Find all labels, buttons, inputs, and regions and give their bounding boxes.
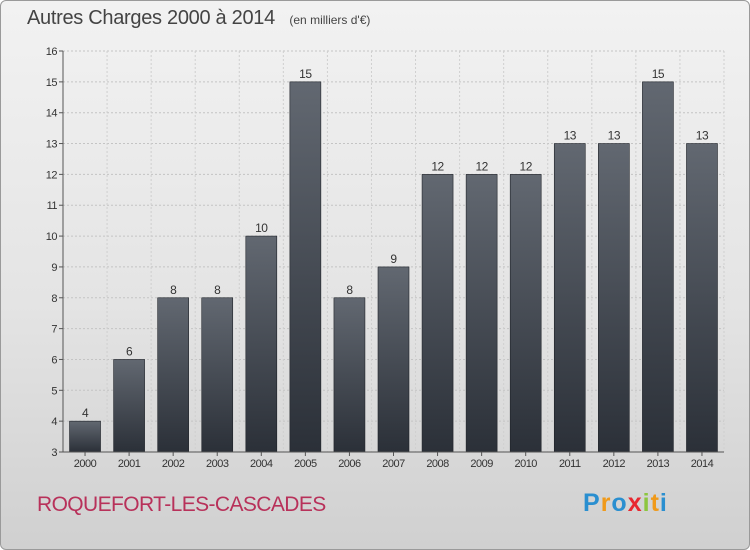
bar-2002 <box>157 297 189 453</box>
x-tick-label-2008: 2008 <box>426 458 449 470</box>
x-tick-label-2013: 2013 <box>647 458 670 470</box>
y-tick-label: 8 <box>51 293 57 305</box>
data-label-2000: 4 <box>82 406 89 420</box>
y-tick-label: 15 <box>46 77 58 89</box>
logo-letter: i <box>659 489 668 517</box>
bar-2013 <box>642 81 674 453</box>
y-tick-label: 3 <box>51 447 57 459</box>
axes: 3 4 5 6 7 8 9 10 11 12 13 14 15 16 2000 2001 2002 2003 200… <box>46 46 724 470</box>
bar-2012 <box>598 143 630 453</box>
x-tick-label-2010: 2010 <box>514 458 537 470</box>
data-label-2004: 10 <box>255 221 268 235</box>
y-tick-label: 6 <box>51 354 57 366</box>
y-tick-label: 11 <box>47 200 58 212</box>
bar-2007 <box>377 266 410 453</box>
bar-2008 <box>421 174 454 453</box>
x-tick-label-2004: 2004 <box>250 458 273 470</box>
logo-letter: x <box>627 489 643 517</box>
title-row: Autres Charges 2000 à 2014 (en milliers … <box>27 7 370 30</box>
x-tick-label-2005: 2005 <box>294 458 317 470</box>
x-tick-label-2000: 2000 <box>74 458 97 470</box>
chart-subtitle: (en milliers d'€) <box>289 13 371 27</box>
data-label-2011: 13 <box>564 129 577 143</box>
data-label-2006: 8 <box>346 283 353 297</box>
data-label-2012: 13 <box>608 129 621 143</box>
bars: 4 6 8 8 10 15 8 9 12 12 12 13 13 15 13 <box>69 67 718 453</box>
data-label-2013: 15 <box>652 67 665 81</box>
data-label-2005: 15 <box>299 67 312 81</box>
y-tick-label: 14 <box>46 108 58 120</box>
bar-2009 <box>465 174 498 453</box>
logo-letter: P <box>583 489 601 517</box>
logo-letter: t <box>650 489 660 517</box>
data-label-2007: 9 <box>390 252 397 266</box>
data-label-2002: 8 <box>170 283 177 297</box>
x-tick-label-2014: 2014 <box>691 458 714 470</box>
logo-letter: i <box>642 489 651 517</box>
y-tick-label: 4 <box>51 416 57 428</box>
x-tick-label-2007: 2007 <box>382 458 405 470</box>
y-tick-label: 13 <box>46 139 58 151</box>
bar-2001 <box>113 359 145 453</box>
y-tick-label: 5 <box>51 385 57 397</box>
y-tick-label: 7 <box>51 324 57 336</box>
logo-letter: o <box>611 489 628 517</box>
x-tick-label-2002: 2002 <box>162 458 185 470</box>
logo-letter: r <box>600 489 612 517</box>
bar-2000 <box>69 420 101 453</box>
y-tick-label: 12 <box>46 169 58 181</box>
bar-2011 <box>553 143 586 453</box>
bar-2005 <box>289 81 322 453</box>
data-label-2010: 12 <box>520 159 533 173</box>
bar-2010 <box>509 174 542 453</box>
data-label-2009: 12 <box>475 159 488 173</box>
y-tick-label: 10 <box>46 231 58 243</box>
chart-title: Autres Charges 2000 à 2014 <box>27 7 275 29</box>
bar-2014 <box>686 143 718 453</box>
data-label-2003: 8 <box>214 283 221 297</box>
data-label-2008: 12 <box>431 159 444 173</box>
x-tick-label-2012: 2012 <box>603 458 626 470</box>
commune-name: ROQUEFORT-LES-CASCADES <box>37 493 326 516</box>
bar-2006 <box>333 297 366 453</box>
bar-2004 <box>245 235 278 453</box>
proxiti-logo[interactable]: Proxiti <box>583 489 668 518</box>
y-tick-label: 16 <box>46 46 58 58</box>
x-tick-label-2006: 2006 <box>338 458 361 470</box>
x-tick-label-2011: 2011 <box>559 458 581 470</box>
x-tick-label-2003: 2003 <box>206 458 229 470</box>
x-tick-label-2009: 2009 <box>470 458 493 470</box>
data-label-2001: 6 <box>126 344 133 358</box>
y-tick-label: 9 <box>51 262 57 274</box>
data-label-2014: 13 <box>696 129 709 143</box>
grid-lines <box>62 50 725 453</box>
x-tick-label-2001: 2001 <box>118 458 141 470</box>
bar-2003 <box>201 297 234 453</box>
